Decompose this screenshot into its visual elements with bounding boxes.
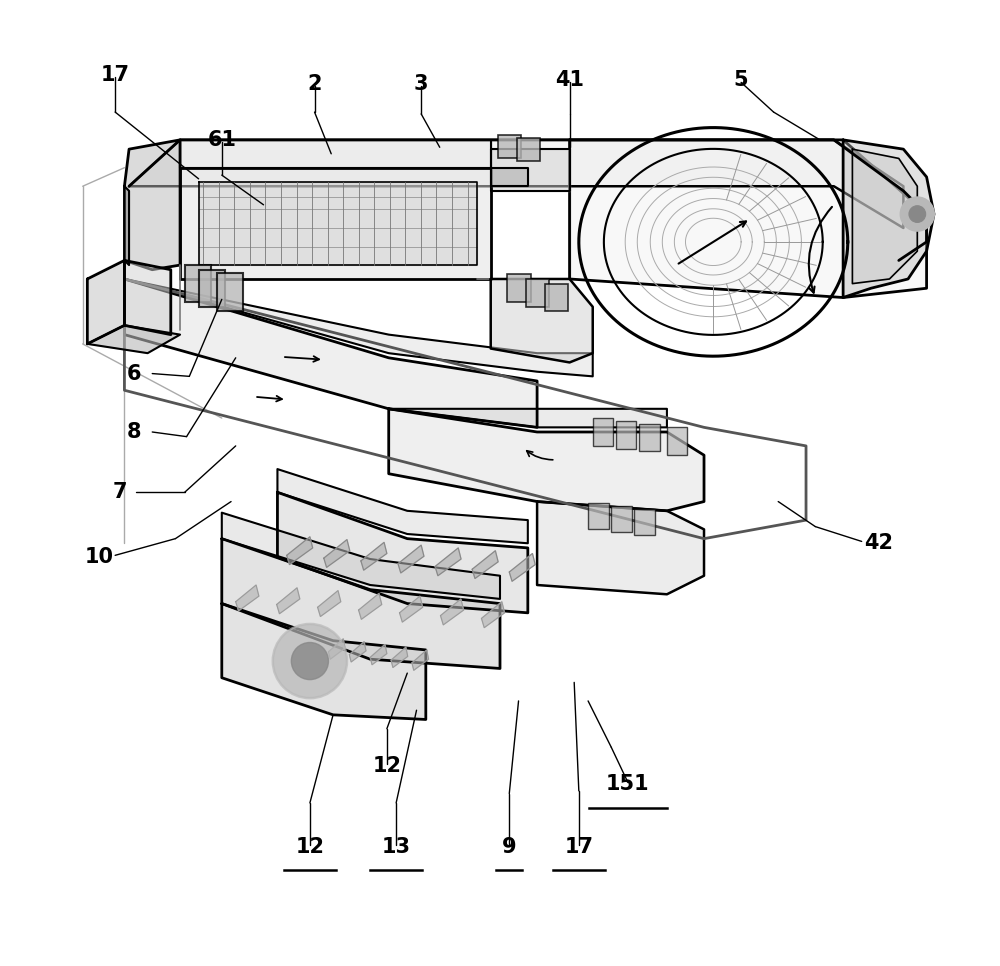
Text: 7: 7 — [113, 482, 127, 502]
Polygon shape — [570, 140, 927, 298]
Polygon shape — [236, 585, 259, 611]
Polygon shape — [852, 149, 917, 284]
Polygon shape — [222, 604, 426, 720]
Polygon shape — [124, 140, 180, 270]
Polygon shape — [328, 639, 345, 659]
Text: 17: 17 — [101, 65, 130, 85]
Polygon shape — [349, 641, 366, 662]
Bar — [616, 421, 636, 448]
Polygon shape — [222, 513, 500, 599]
Polygon shape — [359, 593, 382, 619]
Polygon shape — [361, 542, 387, 570]
Polygon shape — [124, 186, 129, 265]
Polygon shape — [180, 168, 491, 279]
Polygon shape — [440, 599, 464, 625]
Bar — [593, 418, 613, 446]
Text: 8: 8 — [126, 422, 141, 442]
Bar — [611, 506, 632, 532]
Polygon shape — [199, 182, 477, 265]
Polygon shape — [472, 551, 498, 579]
Text: 61: 61 — [207, 129, 236, 150]
Bar — [498, 135, 521, 158]
Bar — [639, 424, 660, 451]
Polygon shape — [509, 554, 535, 582]
Text: 2: 2 — [307, 74, 322, 95]
Polygon shape — [389, 409, 667, 427]
Text: 151: 151 — [606, 775, 650, 794]
Polygon shape — [277, 493, 528, 612]
Text: 42: 42 — [864, 533, 893, 554]
Circle shape — [273, 624, 347, 698]
Bar — [588, 503, 609, 529]
Text: 5: 5 — [734, 70, 748, 90]
Polygon shape — [491, 168, 528, 186]
Polygon shape — [537, 501, 704, 594]
Polygon shape — [398, 545, 424, 573]
Polygon shape — [277, 587, 300, 613]
Text: 12: 12 — [295, 837, 324, 857]
Bar — [507, 274, 531, 302]
Text: 12: 12 — [372, 755, 401, 776]
Bar — [185, 265, 211, 302]
Polygon shape — [491, 279, 593, 362]
Text: 3: 3 — [414, 74, 428, 95]
Polygon shape — [389, 409, 704, 511]
Polygon shape — [222, 539, 500, 668]
Polygon shape — [324, 540, 350, 567]
Text: 41: 41 — [555, 70, 584, 90]
Polygon shape — [277, 469, 528, 543]
Text: 6: 6 — [126, 363, 141, 384]
Bar — [517, 138, 540, 161]
Polygon shape — [129, 140, 903, 228]
Polygon shape — [87, 261, 124, 344]
Polygon shape — [318, 590, 341, 616]
Bar — [199, 270, 225, 307]
Text: 17: 17 — [564, 837, 593, 857]
Bar — [545, 284, 568, 311]
Bar — [217, 273, 243, 310]
Polygon shape — [400, 596, 423, 622]
Polygon shape — [124, 261, 171, 334]
Polygon shape — [491, 149, 570, 191]
Polygon shape — [481, 602, 505, 628]
Polygon shape — [412, 650, 429, 670]
Polygon shape — [843, 140, 934, 298]
Polygon shape — [370, 644, 387, 665]
Bar — [667, 427, 687, 455]
Polygon shape — [87, 326, 180, 354]
Bar — [526, 279, 549, 307]
Text: 9: 9 — [502, 837, 517, 857]
Polygon shape — [287, 537, 313, 564]
Circle shape — [901, 197, 934, 231]
Text: 13: 13 — [382, 837, 411, 857]
Polygon shape — [124, 279, 593, 377]
Polygon shape — [391, 647, 408, 668]
Polygon shape — [435, 548, 461, 576]
Circle shape — [909, 206, 926, 222]
Bar — [634, 509, 655, 535]
Circle shape — [291, 642, 328, 680]
Text: 10: 10 — [85, 547, 114, 567]
Polygon shape — [180, 140, 491, 168]
Polygon shape — [124, 279, 537, 427]
